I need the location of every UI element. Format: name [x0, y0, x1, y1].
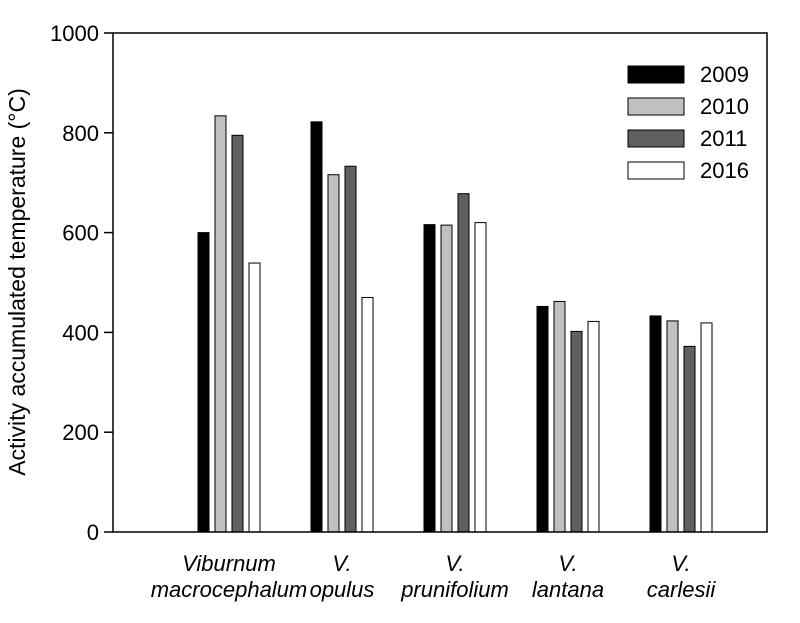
legend-label: 2010 — [700, 94, 749, 119]
x-category-label-line: macrocephalum — [151, 577, 308, 602]
bar-2011-4 — [683, 345, 696, 533]
y-tick-label: 200 — [62, 420, 99, 445]
legend-swatch — [627, 161, 685, 180]
x-category-label: V. lantana — [532, 551, 604, 602]
legend: 2009 2010 2011 2016 — [627, 62, 749, 183]
x-category-label-line: V. — [445, 551, 464, 576]
bar-2011-0 — [231, 134, 244, 533]
bar-2010-1 — [327, 174, 340, 533]
bar-2010-2 — [440, 224, 453, 533]
bar-2011-1 — [344, 165, 357, 533]
bar-2009-0 — [197, 232, 210, 533]
legend-swatch — [627, 97, 685, 116]
y-tick-label: 400 — [62, 320, 99, 345]
x-category-label: V. prunifolium — [400, 551, 509, 602]
y-tick-label: 1000 — [50, 21, 99, 46]
x-category-label-line: carlesii — [647, 577, 717, 602]
x-category-label-line: V. — [332, 551, 351, 576]
x-category-label-line: V. — [671, 551, 690, 576]
bar-2016-3 — [587, 320, 600, 533]
x-category-label-line: Viburnum — [182, 551, 276, 576]
plot-frame — [112, 32, 768, 533]
x-category-label-line: prunifolium — [400, 577, 509, 602]
legend-swatch — [627, 65, 685, 84]
bar-2016-2 — [474, 222, 487, 533]
y-tick-label: 800 — [62, 121, 99, 146]
bar-2016-1 — [361, 296, 374, 533]
bar-2010-0 — [214, 115, 227, 533]
bar-2009-3 — [536, 305, 549, 533]
x-category-label: V. carlesii — [647, 551, 717, 602]
x-category-label: V. opulus — [310, 551, 375, 602]
x-category-label-line: lantana — [532, 577, 604, 602]
bar-2009-1 — [310, 121, 323, 533]
y-tick-label: 600 — [62, 221, 99, 246]
bar-2011-3 — [570, 330, 583, 533]
legend-swatch — [627, 129, 685, 148]
x-category-label-line: opulus — [310, 577, 375, 602]
bar-2011-2 — [457, 193, 470, 533]
legend-label: 2016 — [700, 158, 749, 183]
x-category-label-line: V. — [558, 551, 577, 576]
bar-2010-4 — [666, 320, 679, 533]
bar-2009-2 — [423, 224, 436, 533]
y-tick-label: 0 — [87, 520, 99, 545]
bar-2010-3 — [553, 300, 566, 533]
bar-2016-0 — [248, 262, 261, 533]
legend-label: 2009 — [700, 62, 749, 87]
y-axis-title: Activity accumulated temperature (°C) — [4, 88, 30, 476]
bar-2009-4 — [649, 315, 662, 533]
x-category-label: Viburnum macrocephalum — [151, 551, 308, 602]
bar-2016-4 — [700, 322, 713, 533]
legend-label: 2011 — [700, 126, 747, 151]
